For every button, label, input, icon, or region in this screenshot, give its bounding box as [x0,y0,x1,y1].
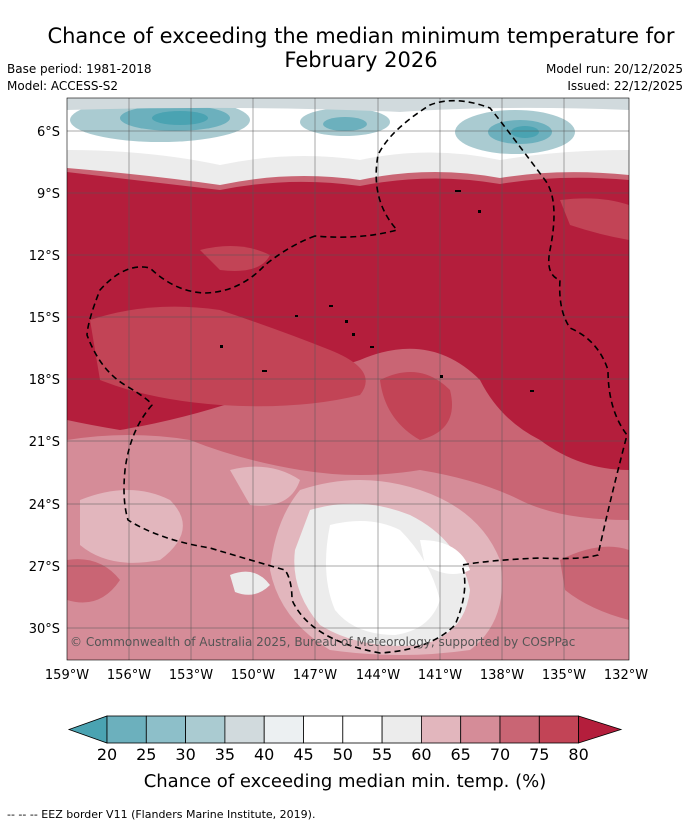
lon-label: 159°W [45,668,89,683]
colorbar-swatch [224,715,265,744]
lat-label: 15°S [29,311,60,326]
colorbar-swatch [185,715,226,744]
lat-label: 6°S [37,125,60,140]
lon-label: 132°W [604,668,648,683]
colorbar-swatch [342,715,383,744]
lat-label: 21°S [29,435,60,450]
model-name: Model: ACCESS-S2 [7,79,119,93]
model-run: Model run: 20/12/2025 [545,62,683,76]
colorbar-tick-label: 35 [214,745,236,764]
colorbar-extend-high [578,715,623,744]
lat-label: 27°S [29,560,60,575]
lat-label: 18°S [29,373,60,388]
lat-label: 9°S [37,187,60,202]
colorbar-tick-label: 70 [489,745,511,764]
colorbar-extend-low [67,715,108,744]
colorbar-swatch [538,715,579,744]
lon-label: 150°W [231,668,275,683]
lat-label: 12°S [29,249,60,264]
colorbar-tick-label: 60 [411,745,432,764]
colorbar-tick-label: 25 [136,745,157,764]
islands [220,190,534,392]
lat-axis: 6°S 9°S 12°S 15°S 18°S 21°S 24°S 27°S 30… [29,125,60,637]
map-area [67,98,629,660]
colorbar-swatch [420,715,462,744]
colorbar-tick-label: 80 [568,745,589,764]
issued-date: Issued: 22/12/2025 [567,79,683,93]
lon-label: 135°W [542,668,586,683]
base-period: Base period: 1981-2018 [7,62,152,76]
colorbar-tick-label: 40 [254,745,275,764]
colorbar-swatch [106,715,147,744]
lat-label: 24°S [29,498,60,513]
lon-label: 156°W [107,668,151,683]
lat-label: 30°S [29,622,60,637]
colorbar-tick-label: 55 [371,745,393,764]
lon-axis: 159°W 156°W 153°W 150°W 147°W 144°W 141°… [45,668,648,683]
lon-label: 147°W [293,668,337,683]
colorbar-tick-label: 65 [450,745,471,764]
title-line-2: February 2026 [284,48,438,72]
lon-label: 138°W [480,668,524,683]
colorbar-tick-label: 20 [96,745,118,764]
copyright-notice: © Commonwealth of Australia 2025, Bureau… [70,635,575,649]
colorbar-swatch [499,715,540,744]
gridlines [67,98,629,660]
colorbar-tick-label: 45 [293,745,314,764]
colorbar-tick-label: 50 [332,745,353,764]
colorbar-title: Chance of exceeding median min. temp. (%… [143,771,547,792]
colorbar-tick-label: 75 [529,745,550,764]
colorbar-swatch [145,715,187,744]
eez-legend: -- -- -- EEZ border V11 (Flanders Marine… [7,808,316,821]
lon-label: 144°W [356,668,400,683]
colorbar-tick-label: 30 [175,745,196,764]
colorbar-swatch [460,715,501,744]
lon-label: 141°W [418,668,462,683]
colorbar-swatch [303,715,344,744]
eez-border [86,99,628,654]
title-line-1: Chance of exceeding the median minimum t… [47,24,675,48]
lon-label: 153°W [169,668,213,683]
colorbar-swatch [263,715,304,744]
colorbar-swatch [381,715,422,744]
colorbar [67,715,623,744]
